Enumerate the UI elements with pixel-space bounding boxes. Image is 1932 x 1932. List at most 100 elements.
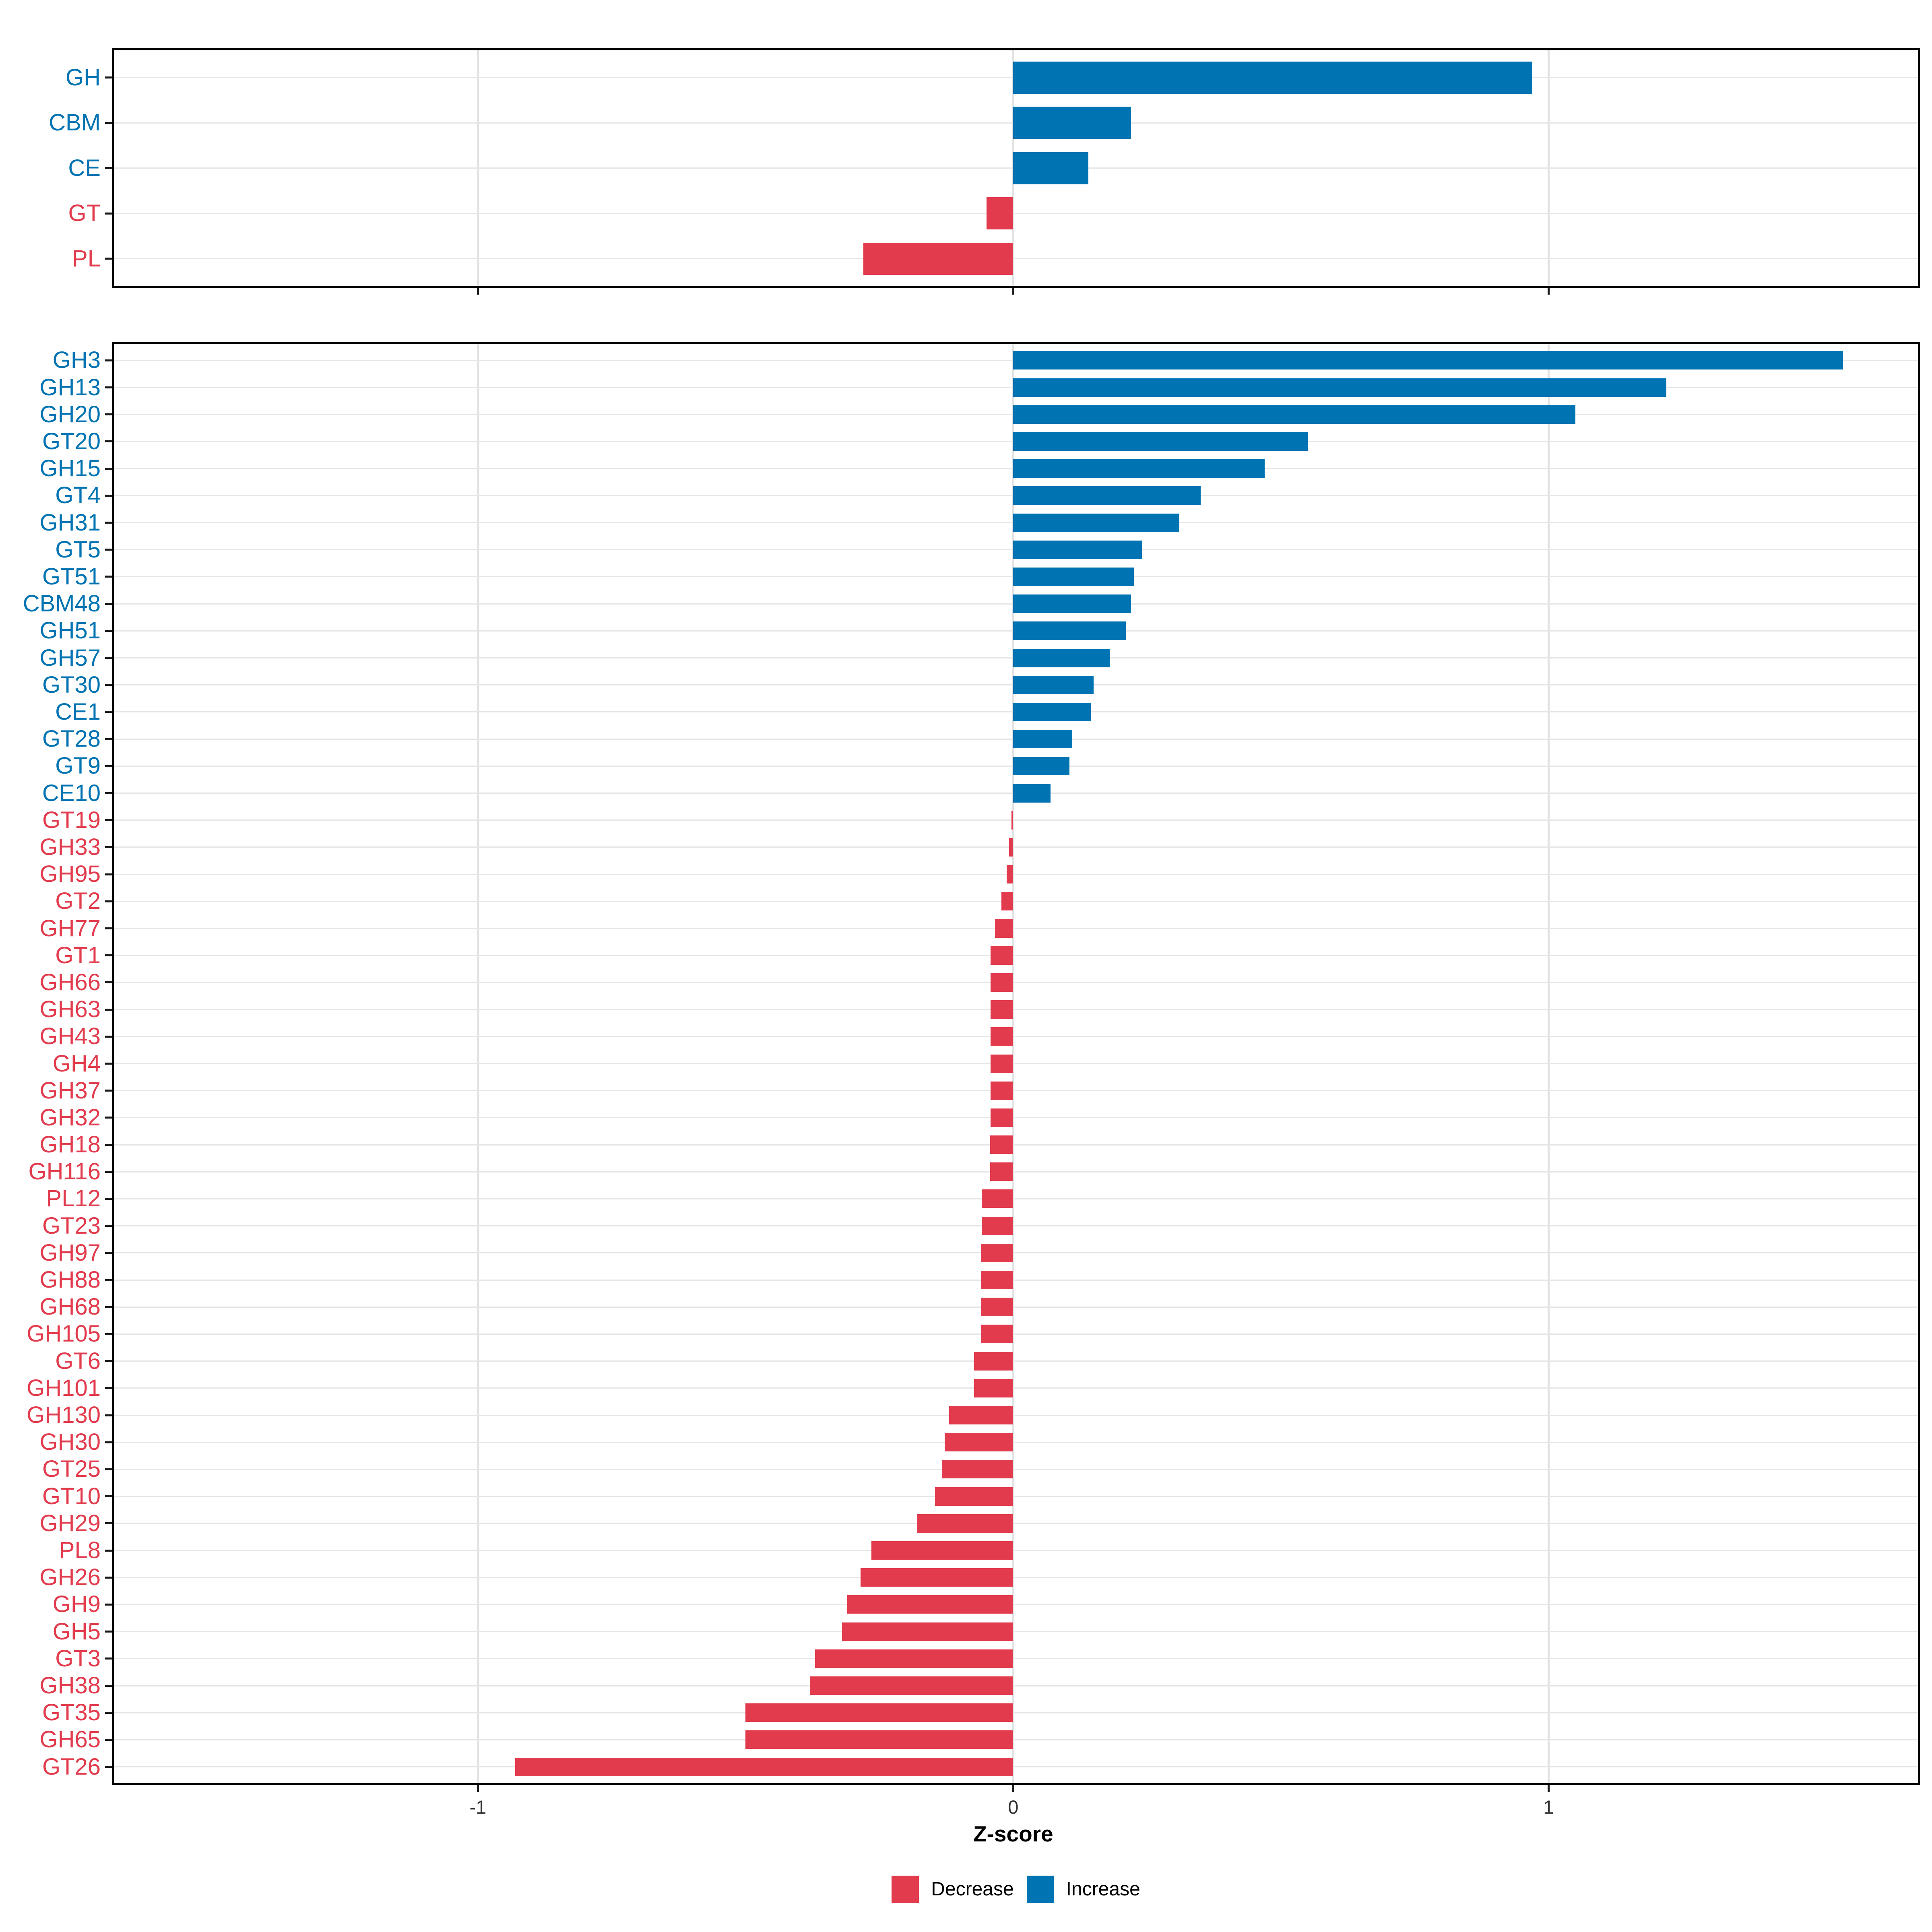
- increase-color-swatch: [1026, 1876, 1054, 1903]
- legend: Decrease Increase: [112, 1876, 1920, 1903]
- y-axis-label-GH3: GH3: [52, 347, 101, 374]
- zscore-bar-GH97: [981, 1243, 1013, 1262]
- x-axis-tick: [1547, 288, 1550, 295]
- y-axis-tick: [105, 1738, 112, 1741]
- y-gridline: [114, 1739, 1918, 1740]
- zscore-bar-GH3: [1013, 351, 1843, 370]
- y-axis-label-GH37: GH37: [39, 1077, 101, 1104]
- y-axis-tick: [105, 1225, 112, 1227]
- y-axis-tick: [105, 603, 112, 605]
- y-gridline: [114, 1225, 1918, 1227]
- y-gridline: [114, 1306, 1918, 1308]
- y-axis-tick: [105, 1306, 112, 1308]
- y-axis-label-GT51: GT51: [42, 563, 101, 590]
- zscore-bar-GH77: [995, 919, 1013, 938]
- y-axis-label-GT: GT: [68, 200, 101, 226]
- y-axis-label-GH65: GH65: [39, 1726, 101, 1753]
- y-gridline: [114, 928, 1918, 929]
- zscore-bar-GH18: [990, 1135, 1013, 1154]
- y-axis-label-GH31: GH31: [39, 509, 101, 536]
- y-gridline: [114, 1090, 1918, 1092]
- y-axis-tick: [105, 981, 112, 984]
- y-axis-label-GH32: GH32: [39, 1104, 101, 1131]
- y-gridline: [114, 1496, 1918, 1497]
- y-gridline: [114, 955, 1918, 956]
- y-axis-label-CE10: CE10: [42, 780, 101, 806]
- y-axis-tick: [105, 1090, 112, 1092]
- y-axis-label-GT35: GT35: [42, 1699, 101, 1726]
- y-gridline: [114, 1468, 1918, 1470]
- zscore-bar-GH68: [981, 1298, 1013, 1317]
- y-axis-label-GT19: GT19: [42, 807, 101, 833]
- zscore-bar-GH65: [745, 1730, 1013, 1749]
- zscore-bar-GT30: [1013, 675, 1094, 694]
- y-axis-tick: [105, 1576, 112, 1579]
- y-axis-label-CE: CE: [68, 155, 101, 181]
- y-axis-tick: [105, 413, 112, 416]
- y-gridline: [114, 1414, 1918, 1416]
- zscore-bar-PL: [863, 242, 1013, 275]
- y-gridline: [114, 1063, 1918, 1064]
- y-axis-tick: [105, 1631, 112, 1633]
- y-gridline: [114, 982, 1918, 983]
- y-axis-label-GH66: GH66: [39, 969, 101, 995]
- y-axis-tick: [105, 1360, 112, 1362]
- family-zscore-panel: [112, 48, 1920, 288]
- zscore-bar-GH15: [1013, 459, 1265, 478]
- y-gridline: [114, 1550, 1918, 1551]
- zscore-bar-GT28: [1013, 730, 1072, 749]
- y-axis-label-GH5: GH5: [52, 1618, 101, 1645]
- y-axis-tick: [105, 1495, 112, 1498]
- x-tick-label-one: 1: [1543, 1796, 1554, 1818]
- zscore-bar-GH66: [991, 973, 1013, 992]
- y-axis-label-PL: PL: [72, 245, 101, 272]
- y-axis-tick: [105, 1711, 112, 1714]
- zscore-bar-GT: [986, 197, 1013, 229]
- zscore-bar-GH130: [949, 1406, 1013, 1425]
- legend-item-increase: Increase: [1026, 1876, 1140, 1903]
- legend-label-decrease: Decrease: [931, 1878, 1014, 1900]
- y-axis-tick: [105, 576, 112, 578]
- y-axis-label-GH29: GH29: [39, 1510, 101, 1536]
- zscore-bar-GH95: [1007, 865, 1013, 884]
- y-axis-label-GH15: GH15: [39, 455, 101, 482]
- y-gridline: [114, 1198, 1918, 1199]
- y-axis-label-GH18: GH18: [39, 1131, 101, 1158]
- y-gridline: [114, 1441, 1918, 1443]
- zscore-bar-GT3: [815, 1649, 1013, 1668]
- zscore-bar-GH30: [945, 1433, 1013, 1452]
- y-gridline: [114, 213, 1918, 214]
- y-axis-tick: [105, 1387, 112, 1389]
- y-axis-tick: [105, 76, 112, 78]
- y-axis-tick: [105, 873, 112, 875]
- y-axis-label-GT25: GT25: [42, 1456, 101, 1482]
- y-axis-label-GT3: GT3: [55, 1645, 101, 1672]
- y-gridline: [114, 1279, 1918, 1281]
- y-gridline: [114, 1658, 1918, 1660]
- zscore-bar-CBM: [1013, 107, 1131, 139]
- y-axis-tick: [105, 1008, 112, 1011]
- y-axis-label-GT2: GT2: [55, 888, 101, 914]
- y-axis-tick: [105, 494, 112, 497]
- y-axis-label-GH20: GH20: [39, 401, 101, 427]
- zscore-bar-GT6: [974, 1352, 1013, 1371]
- y-axis-tick: [105, 738, 112, 740]
- y-gridline: [114, 1252, 1918, 1254]
- zscore-bar-GT25: [942, 1460, 1013, 1479]
- y-gridline: [114, 258, 1918, 259]
- zscore-bar-GH101: [974, 1379, 1013, 1397]
- y-gridline: [114, 1009, 1918, 1010]
- zscore-bar-GH9: [847, 1595, 1013, 1614]
- y-axis-tick: [105, 792, 112, 794]
- y-axis-tick: [105, 711, 112, 713]
- y-axis-label-GH43: GH43: [39, 1023, 101, 1050]
- y-axis-tick: [105, 819, 112, 822]
- zscore-bar-GH57: [1013, 648, 1110, 667]
- y-axis-label-GH51: GH51: [39, 617, 101, 644]
- zscore-bar-GH26: [861, 1568, 1013, 1587]
- y-gridline: [114, 1117, 1918, 1119]
- y-gridline: [114, 1036, 1918, 1037]
- y-axis-label-GT6: GT6: [55, 1348, 101, 1374]
- y-axis-label-GH4: GH4: [52, 1050, 101, 1077]
- y-axis-tick: [105, 1170, 112, 1173]
